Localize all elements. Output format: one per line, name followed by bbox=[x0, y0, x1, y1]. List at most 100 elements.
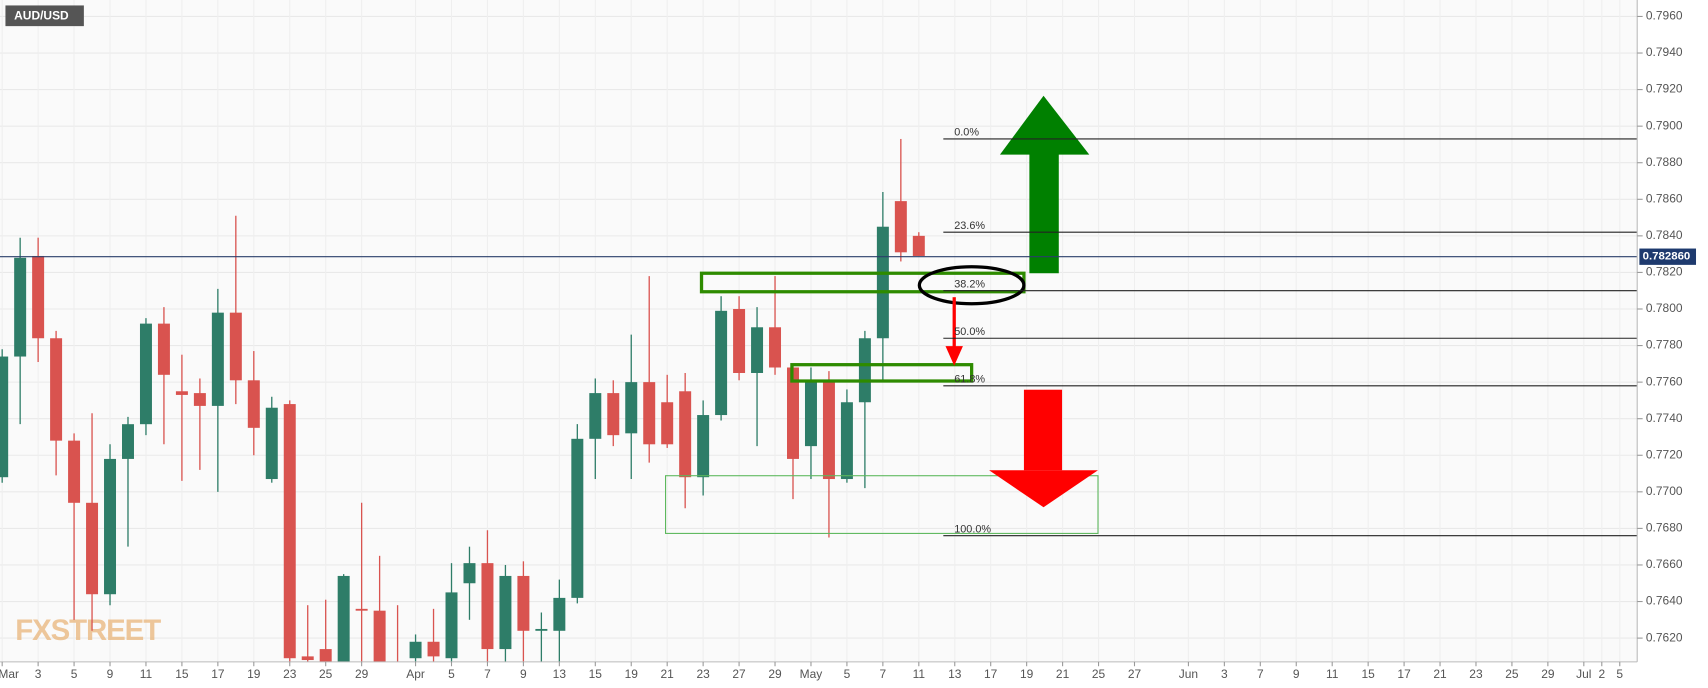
x-tick-label: 5 bbox=[448, 667, 455, 681]
y-tick-label: 0.7680 bbox=[1646, 521, 1683, 535]
x-tick-label: Apr bbox=[406, 667, 425, 681]
candle-body bbox=[175, 391, 188, 395]
candle-body bbox=[157, 323, 170, 375]
x-tick-label: 3 bbox=[35, 667, 42, 681]
y-tick-label: 0.7820 bbox=[1646, 265, 1683, 279]
candle-body bbox=[32, 255, 45, 339]
x-tick-label: 3 bbox=[1221, 667, 1228, 681]
candle-body bbox=[229, 312, 242, 381]
candle-body bbox=[894, 201, 907, 253]
candle-body bbox=[787, 367, 799, 459]
x-tick-label: 23 bbox=[1469, 667, 1483, 681]
x-tick-label: May bbox=[800, 667, 823, 681]
candle-body bbox=[14, 257, 27, 357]
candle-body bbox=[445, 592, 458, 659]
x-tick-label: 7 bbox=[484, 667, 491, 681]
candle-body bbox=[373, 610, 386, 662]
candle-body bbox=[876, 226, 889, 339]
candles bbox=[0, 138, 925, 679]
candle-body bbox=[337, 575, 350, 662]
up-arrow-shaft bbox=[1029, 152, 1059, 274]
x-tick-label: 29 bbox=[355, 667, 369, 681]
x-tick-label: Jul bbox=[1576, 667, 1591, 681]
candle-body bbox=[68, 440, 81, 503]
x-tick-label: 27 bbox=[1128, 667, 1142, 681]
candle-body bbox=[769, 327, 782, 368]
candle-body bbox=[193, 393, 206, 406]
x-tick-label: 5 bbox=[71, 667, 78, 681]
candle-body bbox=[392, 666, 404, 679]
candle-body bbox=[247, 380, 260, 428]
x-tick-label: 25 bbox=[319, 667, 333, 681]
x-tick-label: 11 bbox=[1326, 667, 1339, 681]
x-tick-label: 11 bbox=[913, 667, 926, 681]
fib-label: 23.6% bbox=[954, 220, 985, 232]
x-tick-label: 29 bbox=[768, 667, 782, 681]
y-tick-label: 0.7760 bbox=[1646, 374, 1683, 388]
y-tick-label: 0.7720 bbox=[1646, 447, 1683, 461]
candle-body bbox=[283, 404, 296, 659]
candle-body bbox=[319, 649, 332, 662]
x-tick-label: 17 bbox=[984, 667, 998, 681]
title-badge bbox=[5, 5, 84, 27]
y-tick-label: 0.7640 bbox=[1646, 594, 1683, 608]
candle-body bbox=[517, 575, 530, 631]
x-tick-label: 15 bbox=[175, 667, 189, 681]
small-arrow-head bbox=[945, 346, 963, 366]
x-tick-label: 21 bbox=[661, 667, 675, 681]
x-tick-label: 19 bbox=[247, 667, 261, 681]
y-tick-label: 0.7900 bbox=[1646, 118, 1683, 132]
y-tick-label: 0.7660 bbox=[1646, 557, 1683, 571]
candle-body bbox=[86, 502, 99, 595]
candle-body bbox=[858, 338, 871, 403]
up-arrow-head bbox=[999, 95, 1090, 155]
x-tick-label: 5 bbox=[844, 667, 851, 681]
candle-body bbox=[499, 575, 512, 650]
candle-body bbox=[804, 380, 817, 447]
zone-box bbox=[665, 475, 1099, 534]
x-tick-label: 17 bbox=[1397, 667, 1411, 681]
candle-body bbox=[625, 382, 638, 434]
chart-title: AUD/USD bbox=[14, 8, 69, 22]
candle-body bbox=[463, 563, 476, 584]
candle-body bbox=[265, 407, 278, 480]
fibonacci-levels: 0.0% 23.6% 38.2% 50.0% 61.8% 100.0% bbox=[0, 127, 1638, 537]
y-tick-label: 0.7780 bbox=[1646, 338, 1683, 352]
candle-body bbox=[643, 382, 656, 445]
candle-body bbox=[553, 597, 566, 631]
candle-body bbox=[122, 424, 134, 459]
y-tick-label: 0.7840 bbox=[1646, 228, 1683, 242]
y-tick-label: 0.7920 bbox=[1646, 82, 1683, 96]
candle-body bbox=[679, 391, 692, 478]
candle-body bbox=[607, 393, 620, 436]
x-tick-label: 25 bbox=[1505, 667, 1519, 681]
x-tick-label: 27 bbox=[732, 667, 746, 681]
x-tick-label: Jun bbox=[1179, 667, 1198, 681]
x-tick-label: 9 bbox=[107, 667, 114, 681]
x-tick-label: 7 bbox=[880, 667, 887, 681]
candle-body bbox=[697, 415, 710, 478]
fib-label: 50.0% bbox=[954, 326, 985, 338]
y-tick-label: 0.7860 bbox=[1646, 191, 1683, 205]
x-tick-label: 11 bbox=[140, 667, 153, 681]
last-price-label: 0.782860 bbox=[1643, 251, 1691, 263]
x-tick-label: 21 bbox=[1056, 667, 1070, 681]
y-tick-label: 0.7960 bbox=[1646, 9, 1683, 23]
candle-body bbox=[912, 235, 925, 256]
fib-label: 38.2% bbox=[954, 278, 985, 290]
candle-body bbox=[104, 458, 117, 595]
candle-body bbox=[481, 563, 494, 650]
y-tick-label: 0.7700 bbox=[1646, 484, 1683, 498]
watermark: FXSTREET bbox=[15, 614, 161, 647]
candle-body bbox=[661, 402, 674, 445]
candle-body bbox=[427, 641, 440, 657]
candle-body bbox=[733, 308, 746, 373]
x-tick-label: 5 bbox=[1616, 667, 1623, 681]
x-tick-label: 2 bbox=[1598, 667, 1605, 681]
candle-body bbox=[571, 438, 584, 598]
x-tick-label: 25 bbox=[1092, 667, 1106, 681]
candle-body bbox=[211, 312, 224, 406]
fib-label: 61.8% bbox=[954, 374, 985, 386]
